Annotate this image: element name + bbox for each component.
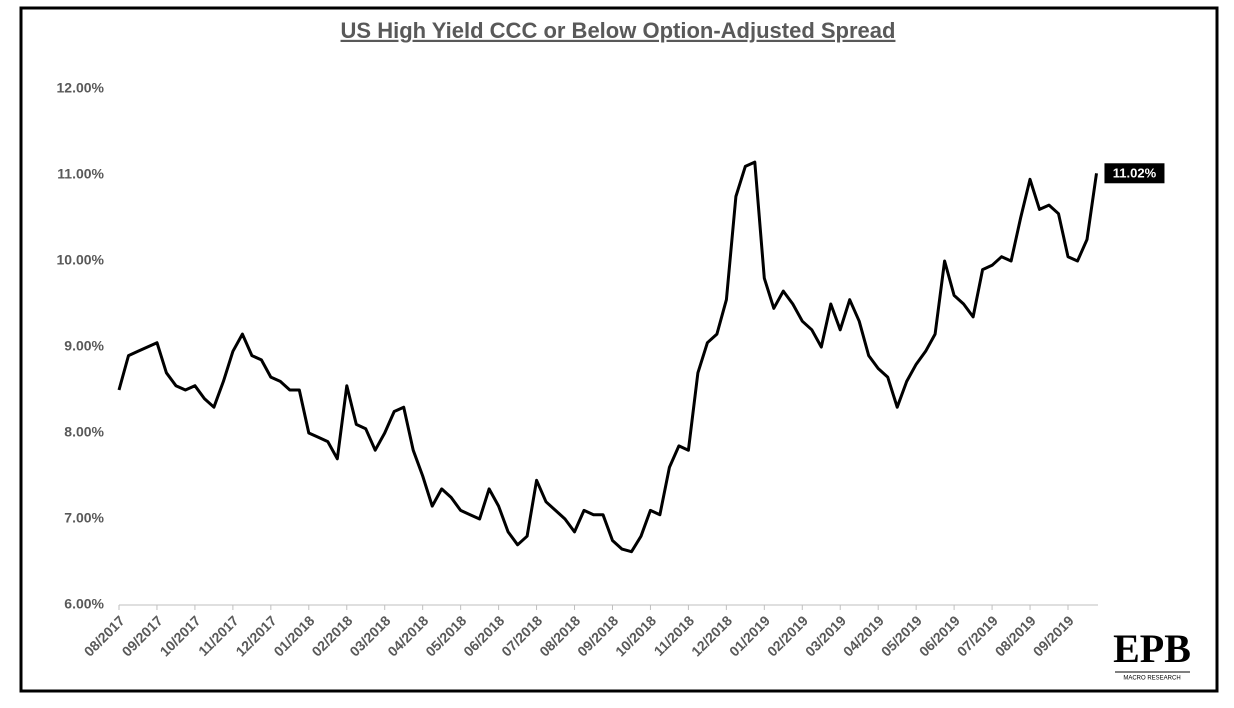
- logo-name: EPB: [1113, 626, 1191, 671]
- y-tick-label: 8.00%: [64, 424, 104, 440]
- annotation-box: [1104, 163, 1165, 184]
- frame: [19, 6, 1219, 693]
- logo-tagline: MACRO RESEARCH: [1123, 676, 1180, 682]
- y-tick-label: 9.00%: [64, 338, 104, 354]
- y-tick-label: 10.00%: [57, 252, 105, 268]
- y-tick-label: 7.00%: [64, 510, 104, 526]
- y-tick-label: 12.00%: [57, 80, 105, 96]
- annotation: 11.02%: [1113, 166, 1157, 181]
- chart-title: US High Yield CCC or Below Option-Adjust…: [341, 18, 896, 43]
- series-line: [117, 160, 1098, 554]
- y-tick-label: 6.00%: [64, 596, 104, 612]
- y-tick-label: 11.00%: [57, 166, 104, 182]
